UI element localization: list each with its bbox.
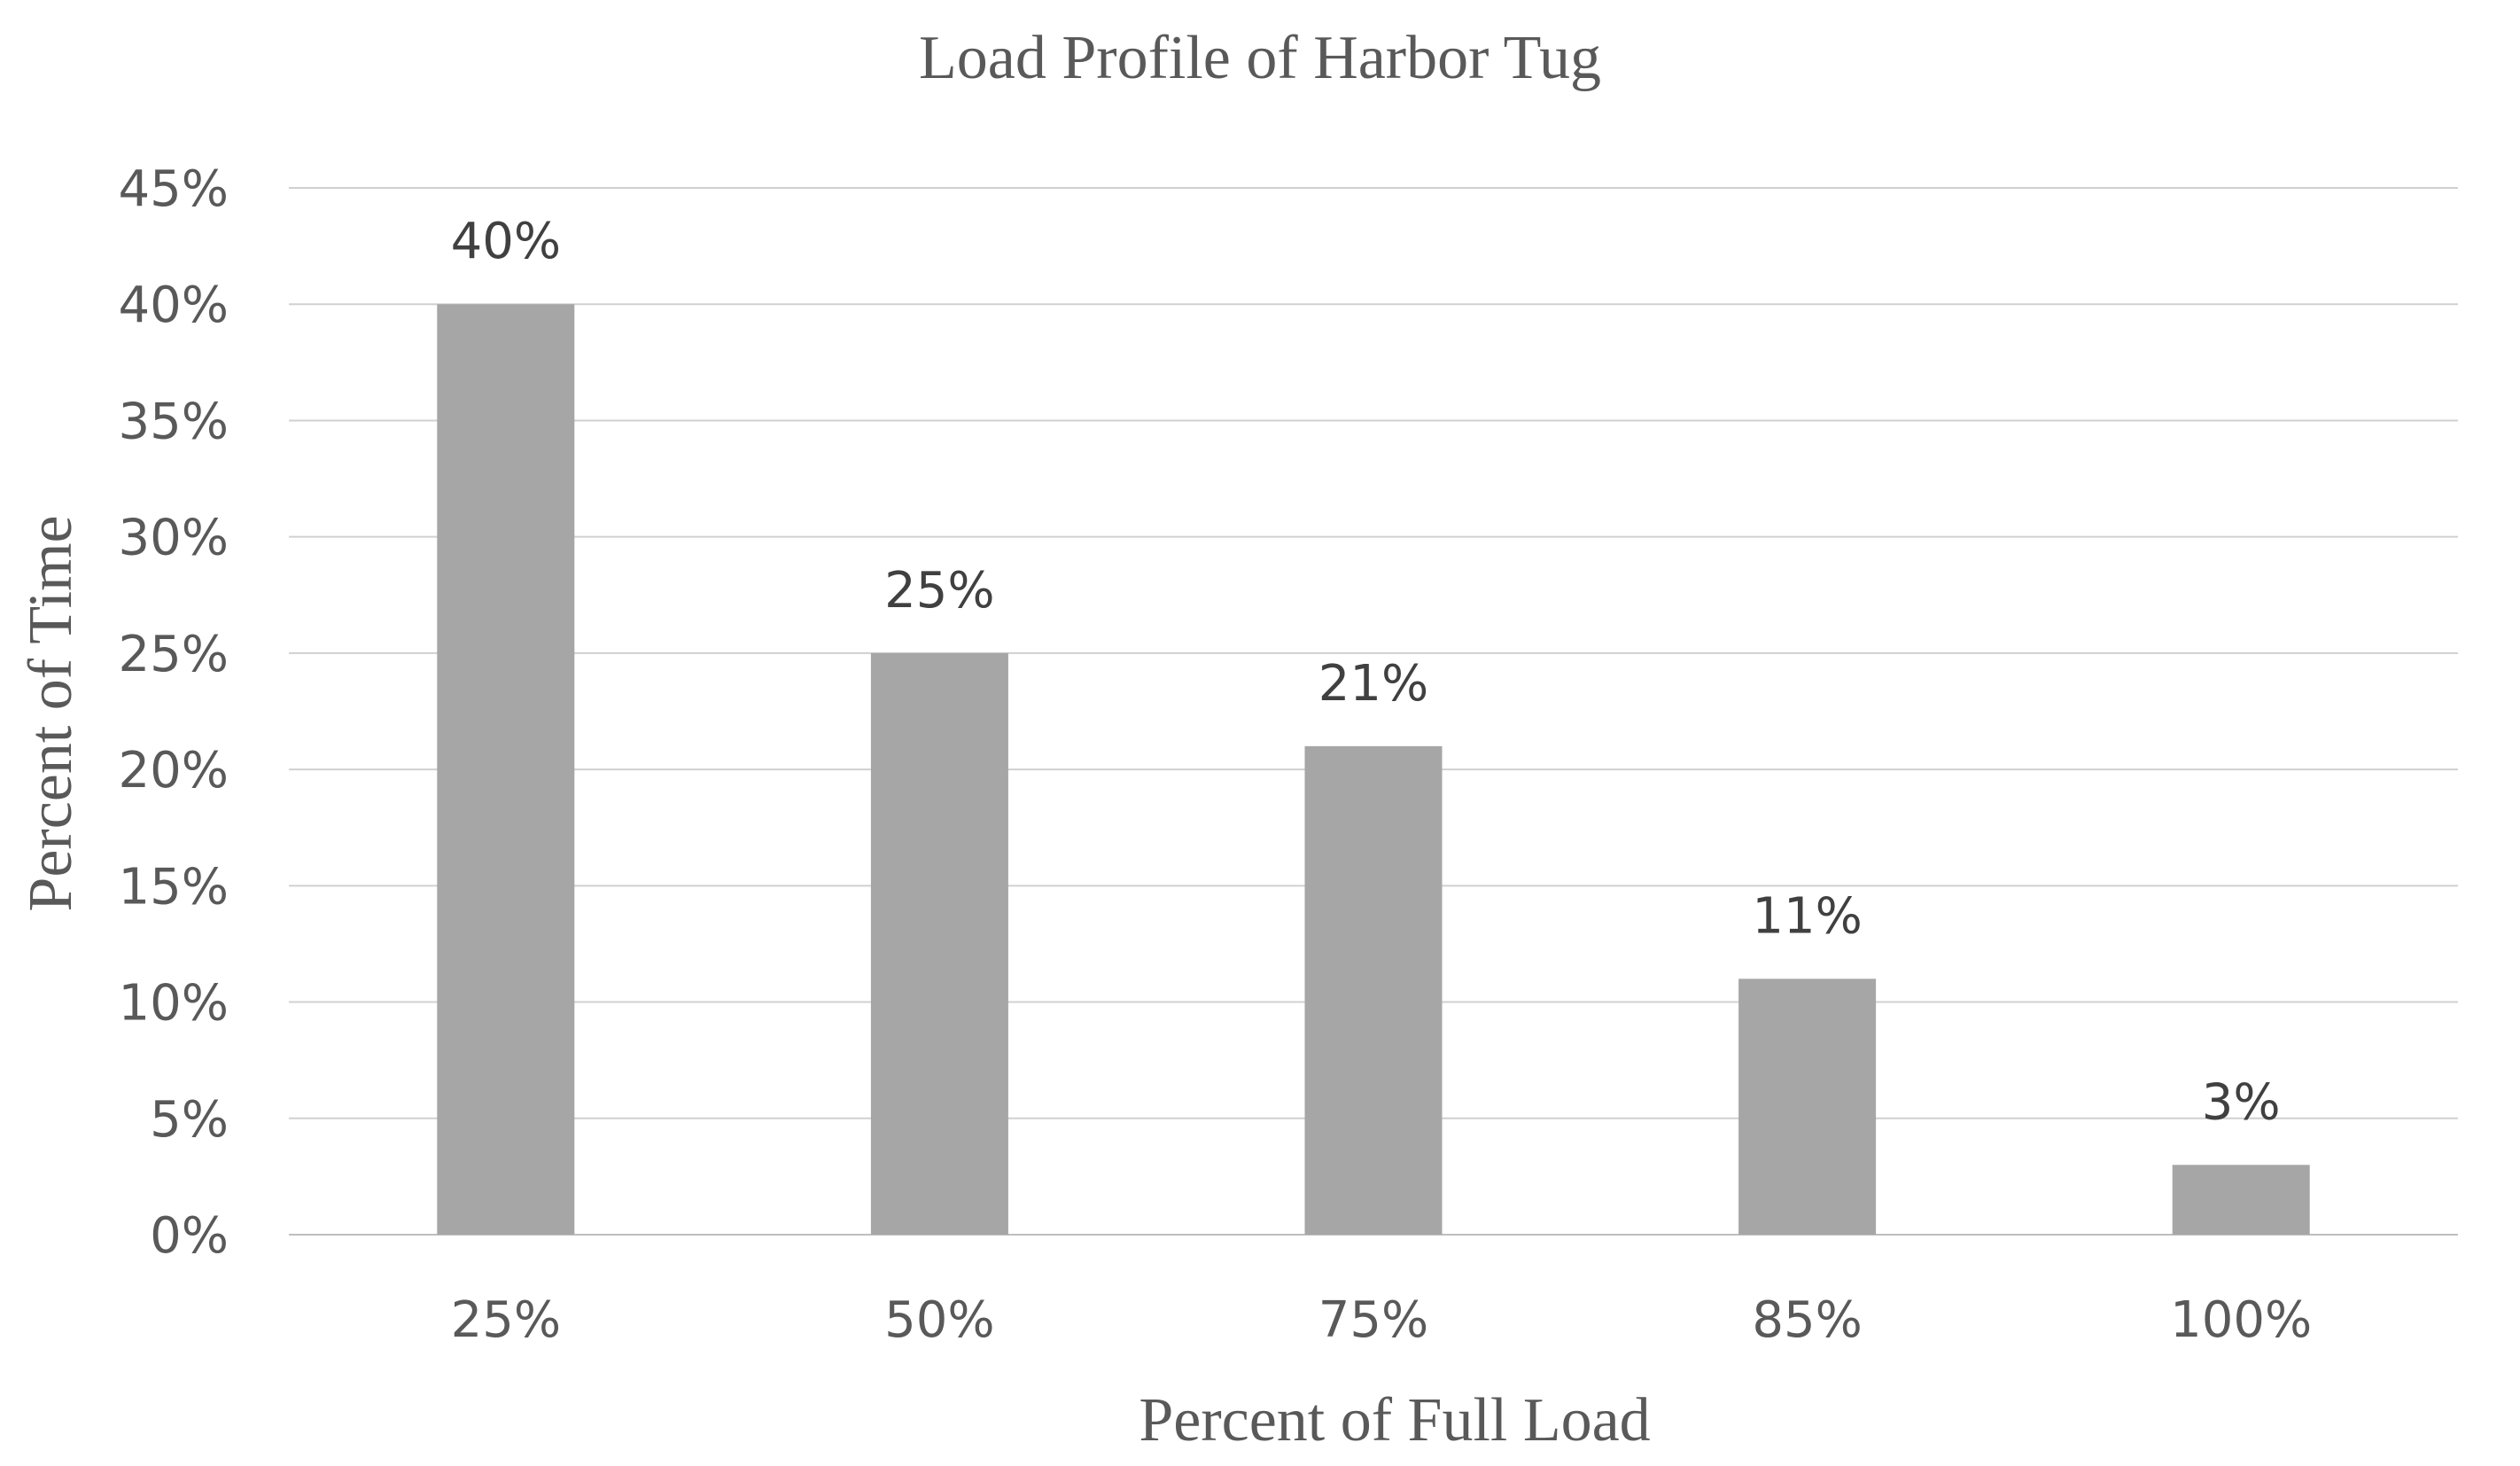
data-label: 21%	[1318, 655, 1428, 713]
x-tick-label: 50%	[884, 1291, 994, 1349]
y-tick-label: 10%	[119, 975, 229, 1033]
data-label: 11%	[1752, 887, 1862, 945]
bar-85pct	[1738, 979, 1877, 1235]
data-label: 40%	[451, 213, 561, 270]
bars	[437, 304, 2310, 1236]
bar-25pct	[437, 304, 575, 1236]
y-tick-label: 35%	[119, 393, 229, 450]
data-labels: 40% 25% 21% 11% 3%	[451, 213, 2281, 1131]
y-tick-label: 25%	[119, 626, 229, 683]
data-label: 3%	[2202, 1073, 2281, 1131]
bar-100pct	[2172, 1165, 2310, 1235]
data-label: 25%	[884, 562, 994, 620]
y-axis-ticks: 0% 5% 10% 15% 20% 25% 30% 35% 40% 45%	[119, 160, 229, 1265]
x-tick-label: 75%	[1318, 1291, 1428, 1349]
bar-50pct	[870, 652, 1008, 1235]
x-axis-title: Percent of Full Load	[1139, 1386, 1650, 1454]
y-tick-label: 45%	[119, 160, 229, 218]
y-tick-label: 5%	[150, 1091, 229, 1149]
y-tick-label: 15%	[119, 858, 229, 916]
y-axis-title: Percent of Time	[17, 515, 85, 911]
x-axis-ticks: 25% 50% 75% 85% 100%	[451, 1291, 2313, 1349]
y-tick-label: 20%	[119, 742, 229, 799]
x-tick-label: 25%	[451, 1291, 561, 1349]
x-tick-label: 100%	[2170, 1291, 2312, 1349]
y-tick-label: 40%	[119, 277, 229, 334]
x-tick-label: 85%	[1752, 1291, 1862, 1349]
y-tick-label: 0%	[150, 1207, 229, 1265]
y-tick-label: 30%	[119, 510, 229, 567]
chart-title: Load Profile of Harbor Tug	[919, 24, 1601, 92]
bar-75pct	[1304, 745, 1443, 1235]
